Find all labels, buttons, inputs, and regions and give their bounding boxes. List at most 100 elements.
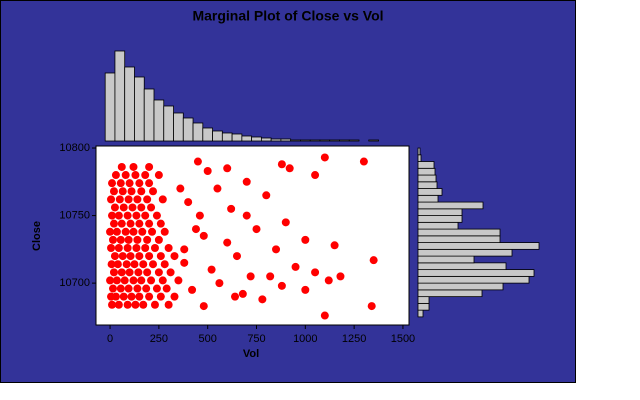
point: [143, 235, 152, 244]
point: [132, 243, 141, 252]
histogram-bar: [417, 235, 501, 243]
y-tick-label: 10750: [59, 209, 90, 221]
point: [160, 260, 169, 269]
point: [133, 235, 142, 244]
histogram-bar: [417, 242, 540, 250]
point: [116, 179, 125, 188]
histogram-bar: [231, 133, 243, 142]
histogram-bar: [280, 138, 292, 142]
point: [110, 203, 119, 212]
x-tick-label: 1500: [391, 333, 415, 345]
point: [137, 187, 146, 196]
point: [215, 279, 224, 288]
point: [238, 289, 247, 298]
point: [114, 211, 123, 220]
point: [135, 252, 144, 261]
point: [143, 268, 152, 277]
histogram-bar: [417, 194, 439, 203]
point: [277, 281, 286, 290]
histogram-bar: [417, 154, 422, 162]
point: [106, 276, 115, 285]
point: [262, 191, 271, 200]
point: [113, 260, 122, 269]
point: [152, 284, 161, 293]
histogram-bar: [202, 127, 213, 142]
point: [152, 211, 161, 220]
point: [134, 268, 143, 277]
point: [266, 272, 275, 281]
x-tick-label: 1000: [293, 333, 317, 345]
point: [118, 252, 127, 261]
point: [107, 195, 116, 204]
histogram-bar: [329, 139, 340, 142]
histogram-bar: [417, 302, 430, 311]
point: [227, 204, 236, 213]
point: [108, 179, 117, 188]
histogram-bar: [192, 122, 204, 142]
point: [125, 268, 134, 277]
point: [124, 284, 133, 293]
y-axis-label: Close: [31, 221, 43, 251]
point: [154, 171, 163, 180]
histogram-bar: [270, 138, 282, 142]
point: [158, 195, 167, 204]
histogram-bar: [221, 132, 233, 142]
histogram-bar: [417, 289, 483, 298]
point: [112, 276, 121, 285]
point: [158, 276, 167, 285]
point: [143, 195, 152, 204]
point: [156, 219, 165, 228]
point: [121, 227, 130, 236]
point: [120, 276, 129, 285]
point: [291, 262, 300, 271]
histogram-bar: [368, 139, 379, 142]
histogram-bar: [417, 282, 504, 291]
point: [223, 164, 232, 173]
histogram-bar: [417, 167, 436, 176]
point: [108, 284, 117, 293]
point: [121, 171, 130, 180]
histogram-bar: [114, 50, 126, 142]
point: [107, 243, 116, 252]
histogram-bar: [417, 221, 459, 230]
point: [154, 268, 163, 277]
point: [108, 235, 117, 244]
point: [320, 311, 329, 320]
point: [138, 227, 147, 236]
point: [170, 252, 179, 261]
point: [311, 268, 320, 277]
point: [141, 243, 150, 252]
point: [193, 157, 202, 166]
histogram-bar: [309, 139, 321, 142]
point: [184, 198, 193, 207]
point: [272, 245, 281, 254]
point: [133, 284, 142, 293]
point: [108, 300, 117, 309]
point: [324, 276, 333, 285]
point: [330, 241, 339, 250]
histogram-bar: [319, 139, 331, 142]
point: [191, 225, 200, 234]
point: [139, 260, 148, 269]
point: [141, 171, 150, 180]
point: [131, 300, 140, 309]
point: [125, 179, 134, 188]
histogram-bar: [417, 215, 463, 223]
histogram-bar: [339, 139, 350, 142]
histogram-bar: [153, 99, 165, 142]
chart-title: Marginal Plot of Close vs Vol: [192, 8, 383, 24]
histogram-bar: [163, 105, 174, 142]
histogram-bar: [417, 147, 421, 156]
point: [133, 195, 142, 204]
point: [203, 166, 212, 175]
point: [195, 211, 204, 220]
point: [246, 272, 255, 281]
point: [130, 260, 139, 269]
point: [367, 302, 376, 311]
point: [114, 243, 123, 252]
histogram-bar: [290, 139, 301, 142]
point: [164, 243, 173, 252]
point: [126, 219, 135, 228]
histogram-bar: [417, 161, 435, 169]
histogram-bar: [417, 228, 501, 237]
